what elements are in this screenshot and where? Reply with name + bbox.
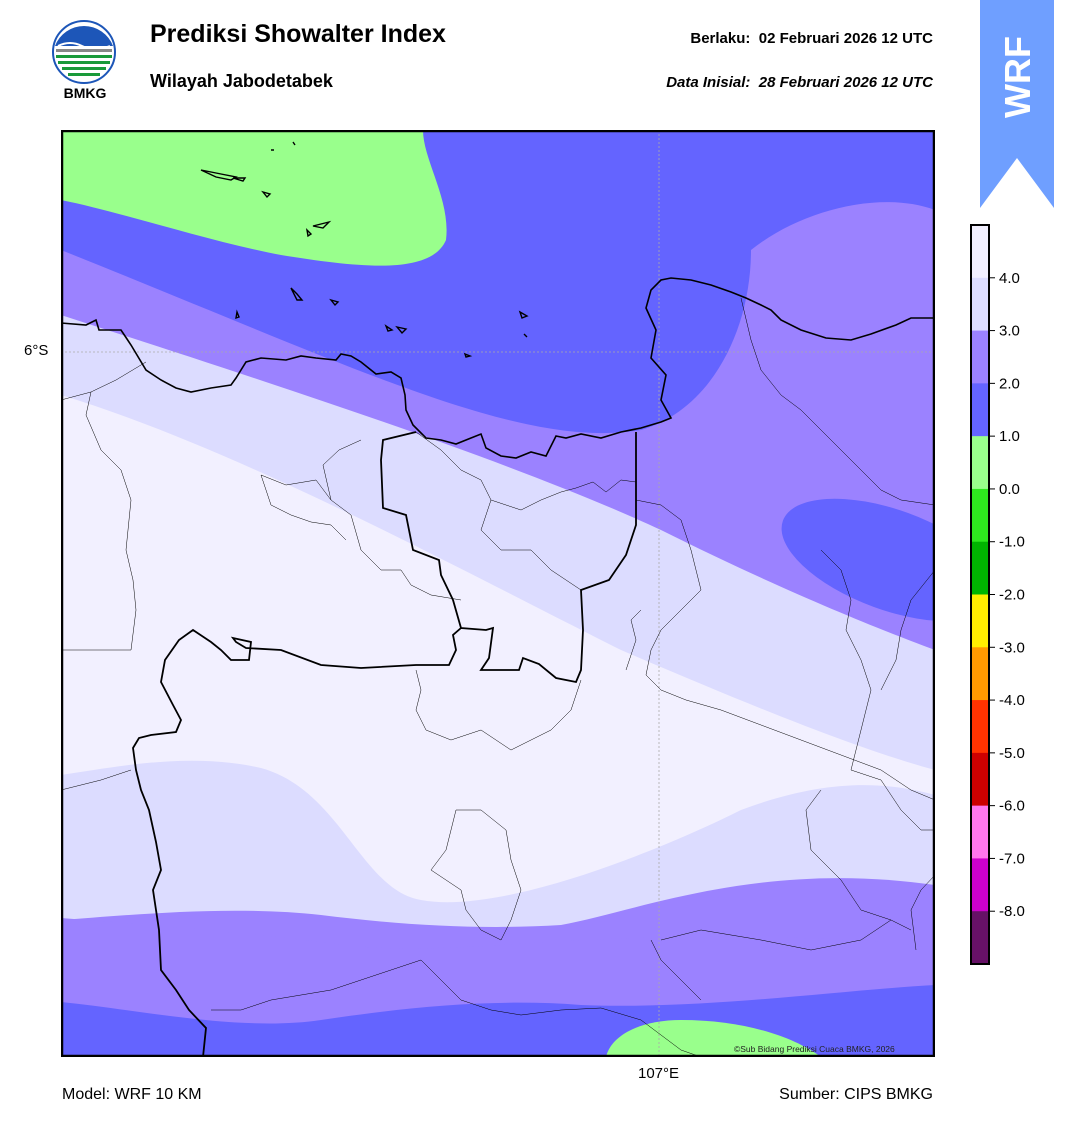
- colorbar-tick-label: -5.0: [999, 745, 1025, 762]
- wrf-badge-text: WRF: [997, 36, 1038, 118]
- bmkg-logo: BMKG: [50, 18, 120, 104]
- colorbar-segment: [971, 858, 989, 912]
- field-band-above4: [61, 395, 935, 903]
- init-value: 28 Februari 2026 12 UTC: [758, 74, 933, 91]
- colorbar-tick-label: 2.0: [999, 375, 1020, 392]
- latitude-label: 6°S: [24, 342, 49, 359]
- colorbar-tick-label: -6.0: [999, 798, 1025, 815]
- page-subtitle: Wilayah Jabodetabek: [150, 71, 333, 91]
- copyright-text: ©Sub Bidang Prediksi Cuaca BMKG, 2026: [734, 1044, 895, 1054]
- colorbar-segment: [971, 488, 989, 543]
- field-band-1to0-south: [606, 1020, 821, 1057]
- bmkg-emblem-icon: BMKG: [52, 20, 116, 101]
- colorbar-segment: [971, 541, 989, 595]
- colorbar-tick-label: -3.0: [999, 639, 1025, 656]
- colorbar-segment: [971, 647, 989, 701]
- longitude-label: 107°E: [638, 1065, 680, 1082]
- colorbar-segment: [971, 594, 989, 648]
- colorbar-tick-label: 4.0: [999, 270, 1020, 287]
- colorbar-tick-label: -7.0: [999, 850, 1025, 867]
- colorbar-segment: [971, 752, 989, 807]
- map-frame: [61, 130, 935, 1057]
- regency-boundaries: [61, 297, 935, 1057]
- valid-label: Berlaku:: [690, 30, 751, 47]
- province-boundary: [380, 431, 637, 684]
- colorbar: 4.0 3.0 2.0 1.0 0.0 -1.0 -2.0 -3.0 -4.0 -5.0 -6.0 -…: [968, 222, 1068, 968]
- field-band-1to0-north: [61, 130, 447, 266]
- colorbar-tick-label: -1.0: [999, 534, 1025, 551]
- colorbar-segment: [971, 911, 989, 965]
- wrf-badge: WRF: [980, 0, 1054, 208]
- logo-text: BMKG: [64, 85, 107, 101]
- colorbar-segment: [971, 700, 989, 754]
- colorbar-tick-label: -4.0: [999, 692, 1025, 709]
- colorbar-segment: [971, 277, 989, 332]
- province-boundary: [132, 627, 462, 1057]
- thousand-islands: [200, 141, 529, 358]
- colorbar-segment: [971, 805, 989, 859]
- model-info: Model: WRF 10 KM: [62, 1086, 202, 1103]
- valid-value: 02 Februari 2026 12 UTC: [758, 30, 933, 47]
- colorbar-tick-label: 3.0: [999, 323, 1020, 340]
- source-info: Sumber: CIPS BMKG: [779, 1086, 933, 1103]
- init-time: Data Inisial: 28 Februari 2026 12 UTC: [666, 74, 933, 91]
- map-panel: [61, 130, 935, 1057]
- page-title: Prediksi Showalter Index: [150, 20, 446, 48]
- colorbar-segment: [971, 225, 989, 279]
- colorbar-tick-label: 0.0: [999, 481, 1020, 498]
- init-label: Data Inisial:: [666, 74, 751, 91]
- colorbar-segment: [971, 330, 989, 384]
- colorbar-tick-label: -2.0: [999, 587, 1025, 604]
- field-oval-2to1-east: [781, 498, 935, 622]
- coastline: [61, 277, 935, 459]
- wrf-badge-shape: [980, 0, 1054, 208]
- colorbar-segment: [971, 383, 989, 437]
- valid-time: Berlaku: 02 Februari 2026 12 UTC: [690, 30, 933, 47]
- colorbar-tick-label: 1.0: [999, 428, 1020, 445]
- colorbar-tick-label: -8.0: [999, 903, 1025, 920]
- colorbar-segment: [971, 436, 989, 490]
